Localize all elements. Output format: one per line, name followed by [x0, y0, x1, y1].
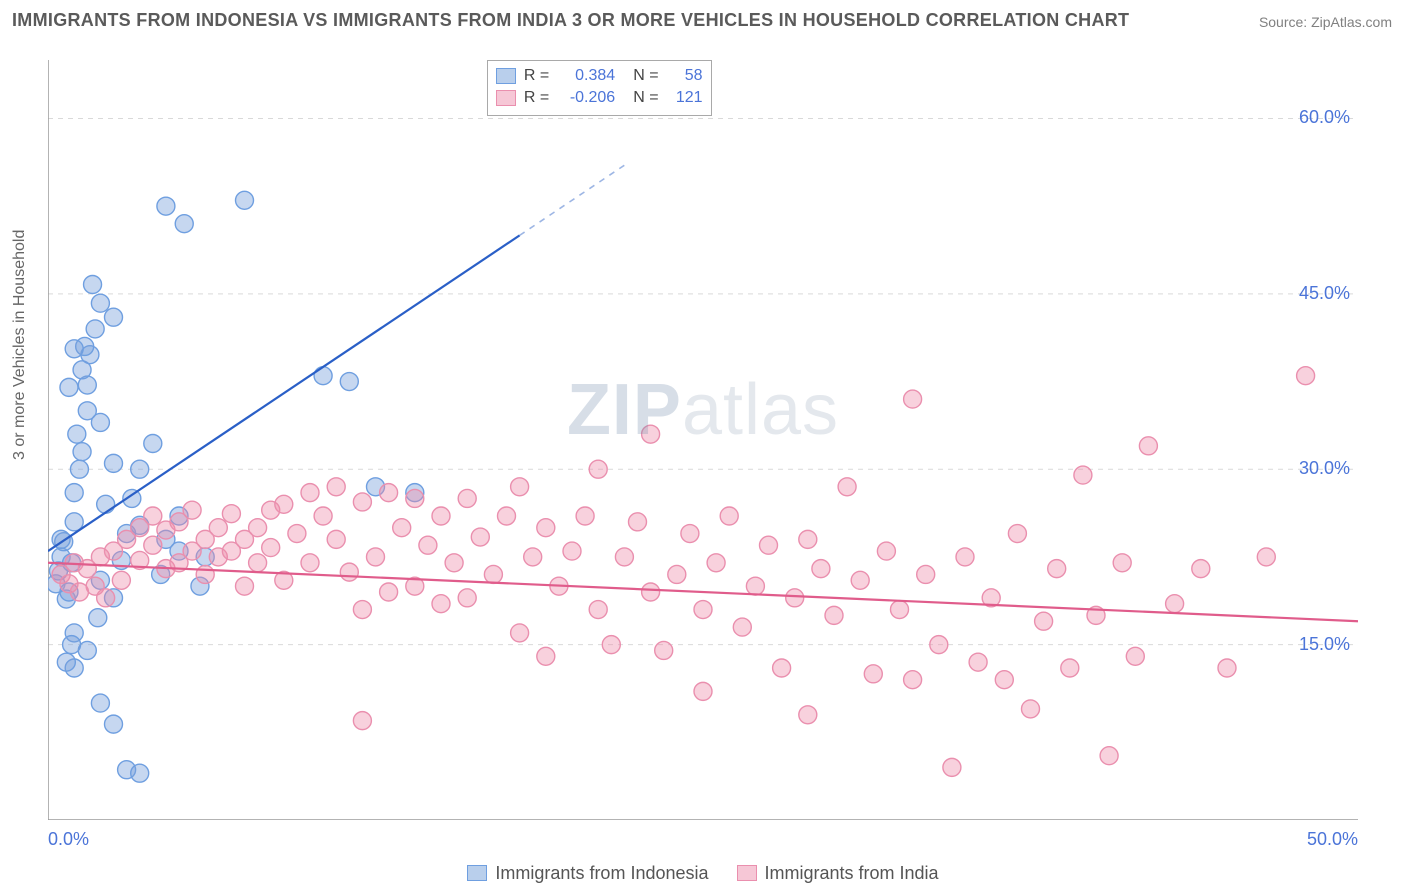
legend-item-indonesia: Immigrants from Indonesia	[467, 863, 708, 884]
y-tick-label: 30.0%	[1299, 458, 1350, 479]
source-attribution: Source: ZipAtlas.com	[1259, 14, 1392, 30]
stats-n-value-india: 121	[667, 87, 703, 109]
chart-plot-area: ZIPatlas 15.0%30.0%45.0%60.0% 0.0%50.0% …	[48, 60, 1358, 820]
stats-r-label: R =	[524, 87, 549, 109]
source-name: ZipAtlas.com	[1311, 14, 1392, 30]
legend-swatch-india	[737, 865, 757, 881]
source-prefix: Source:	[1259, 14, 1311, 30]
y-axis-label: 3 or more Vehicles in Household	[11, 230, 29, 460]
legend-label-indonesia: Immigrants from Indonesia	[495, 863, 708, 884]
stats-row-indonesia: R = 0.384 N = 58	[496, 65, 703, 87]
y-tick-label: 45.0%	[1299, 283, 1350, 304]
y-tick-label: 60.0%	[1299, 107, 1350, 128]
legend: Immigrants from Indonesia Immigrants from…	[0, 863, 1406, 887]
y-tick-label: 15.0%	[1299, 634, 1350, 655]
x-tick-label: 50.0%	[1307, 829, 1358, 850]
stats-r-label: R =	[524, 65, 549, 87]
chart-title: IMMIGRANTS FROM INDONESIA VS IMMIGRANTS …	[12, 10, 1129, 31]
chart-svg	[48, 60, 1358, 820]
legend-label-india: Immigrants from India	[765, 863, 939, 884]
correlation-stats-box: R = 0.384 N = 58 R = -0.206 N = 121	[487, 60, 712, 116]
legend-item-india: Immigrants from India	[737, 863, 939, 884]
stats-n-value-indonesia: 58	[667, 65, 703, 87]
stats-r-value-india: -0.206	[557, 87, 615, 109]
stats-n-label: N =	[633, 87, 658, 109]
stats-n-label: N =	[633, 65, 658, 87]
stats-r-value-indonesia: 0.384	[557, 65, 615, 87]
swatch-india	[496, 90, 516, 106]
x-tick-label: 0.0%	[48, 829, 89, 850]
legend-swatch-indonesia	[467, 865, 487, 881]
swatch-indonesia	[496, 68, 516, 84]
stats-row-india: R = -0.206 N = 121	[496, 87, 703, 109]
